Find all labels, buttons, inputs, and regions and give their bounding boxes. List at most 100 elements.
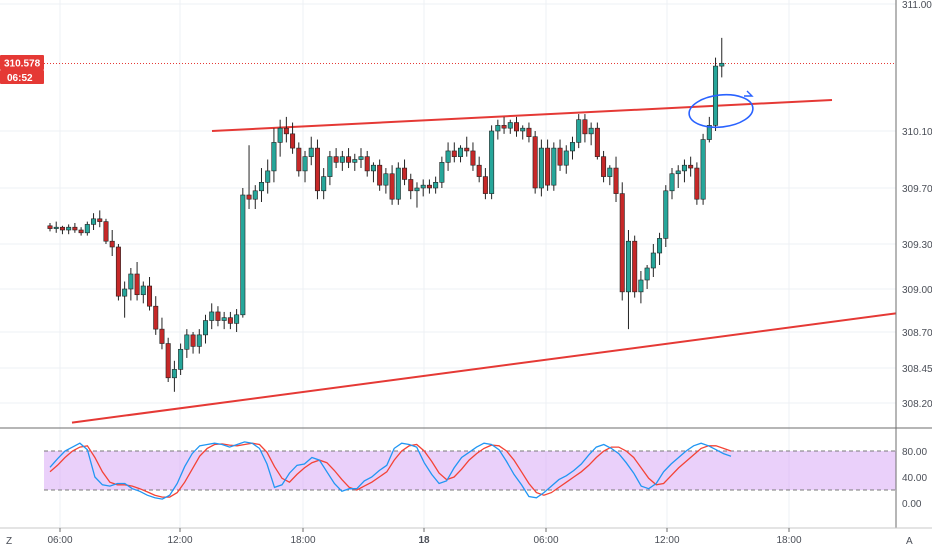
candle-body bbox=[700, 139, 706, 200]
candle-body bbox=[719, 62, 725, 67]
candle-body bbox=[576, 119, 582, 143]
candle bbox=[153, 296, 159, 335]
candle bbox=[221, 311, 227, 330]
candle-body bbox=[383, 173, 389, 186]
candle-body bbox=[625, 240, 631, 293]
candle bbox=[165, 337, 171, 382]
candle-body bbox=[482, 176, 488, 194]
candle-body bbox=[489, 130, 495, 194]
candle-body bbox=[283, 127, 289, 135]
candle bbox=[227, 311, 233, 330]
time-tick-label: 18:00 bbox=[290, 535, 315, 546]
candle-body bbox=[395, 167, 401, 200]
stoch-tick-label: 80.00 bbox=[902, 447, 927, 458]
stoch-d-line bbox=[49, 442, 732, 498]
candle-body bbox=[414, 187, 420, 192]
candle bbox=[258, 168, 264, 202]
stoch-k-line bbox=[49, 441, 732, 500]
price-tick-label: 308.200 bbox=[902, 399, 932, 410]
candle-body bbox=[302, 156, 308, 172]
candle bbox=[277, 119, 283, 157]
candle-body bbox=[619, 193, 625, 293]
time-tick-label: 18 bbox=[418, 535, 430, 546]
candle-body bbox=[370, 164, 376, 172]
candle-body bbox=[128, 273, 134, 290]
axes bbox=[0, 0, 932, 529]
candle bbox=[569, 136, 575, 160]
candle-body bbox=[159, 328, 165, 344]
candlestick-series bbox=[47, 37, 725, 392]
candle-body bbox=[352, 159, 358, 163]
candle bbox=[134, 262, 140, 301]
candle bbox=[551, 142, 557, 191]
corner-left-button[interactable]: Z bbox=[6, 536, 12, 547]
time-tick-label: 12:00 bbox=[167, 535, 192, 546]
candle bbox=[482, 168, 488, 200]
candle-body bbox=[613, 167, 619, 194]
candle-body bbox=[476, 164, 482, 177]
candle bbox=[532, 131, 538, 194]
time-tick-label: 06:00 bbox=[533, 535, 558, 546]
candle-body bbox=[308, 147, 314, 157]
candle-body bbox=[271, 142, 277, 172]
candle-body bbox=[184, 334, 190, 350]
price-tick-label: 309.700 bbox=[902, 184, 932, 195]
candle bbox=[451, 142, 457, 163]
candle bbox=[47, 223, 53, 232]
candle bbox=[283, 116, 289, 143]
candle bbox=[657, 232, 663, 265]
candle bbox=[308, 136, 314, 166]
candle bbox=[395, 162, 401, 205]
candle bbox=[713, 57, 719, 131]
candle-body bbox=[115, 246, 121, 297]
candle bbox=[576, 114, 582, 149]
candle-body bbox=[178, 348, 184, 370]
candle-body bbox=[389, 173, 395, 200]
candle bbox=[688, 156, 694, 177]
corner-right-button[interactable]: A bbox=[906, 536, 913, 547]
candle bbox=[420, 179, 426, 197]
stoch-tick-label: 40.00 bbox=[902, 473, 927, 484]
candle-body bbox=[563, 150, 569, 166]
candle-body bbox=[657, 238, 663, 254]
candle bbox=[346, 148, 352, 169]
candle-body bbox=[675, 170, 681, 175]
candle bbox=[644, 265, 650, 289]
candle bbox=[557, 139, 563, 171]
candle bbox=[613, 156, 619, 202]
candle bbox=[501, 116, 507, 134]
candle-body bbox=[296, 147, 302, 172]
candle-body bbox=[72, 226, 78, 231]
candle-body bbox=[445, 150, 451, 163]
candle-body bbox=[327, 156, 333, 177]
candle bbox=[694, 162, 700, 205]
candle bbox=[439, 156, 445, 188]
candle-body bbox=[470, 150, 476, 166]
candle-body bbox=[215, 311, 221, 321]
last-price-label: 310.578 bbox=[4, 59, 41, 70]
candle-body bbox=[358, 156, 364, 160]
candle bbox=[526, 122, 532, 143]
candle bbox=[520, 125, 526, 140]
candle bbox=[414, 182, 420, 208]
price-axis-labels: 311.000 310.100 309.700 309.300 309.000 308.7… bbox=[902, 0, 932, 410]
candle-body bbox=[53, 226, 59, 229]
candle-body bbox=[252, 190, 258, 200]
candle bbox=[97, 210, 103, 228]
candle bbox=[408, 173, 414, 200]
time-axis-labels: 06:00 12:00 18:00 18 06:00 12:00 18:00 bbox=[47, 528, 802, 546]
candle bbox=[663, 185, 669, 247]
candle-body bbox=[439, 162, 445, 183]
candle bbox=[84, 221, 90, 236]
candle bbox=[563, 145, 569, 174]
candle bbox=[719, 37, 725, 78]
candle bbox=[650, 244, 656, 277]
candle bbox=[240, 188, 246, 318]
candle bbox=[383, 168, 389, 194]
candle-body bbox=[209, 311, 215, 321]
candle-body bbox=[638, 279, 644, 293]
candle bbox=[433, 176, 439, 194]
candle-body bbox=[339, 156, 345, 163]
candle bbox=[72, 223, 78, 233]
